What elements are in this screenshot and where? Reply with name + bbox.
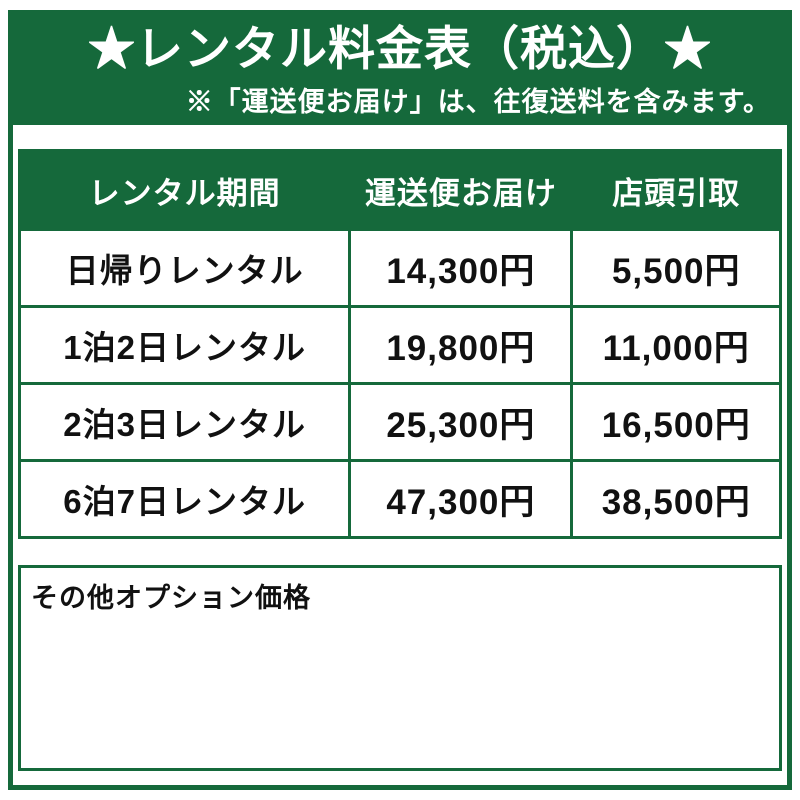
column-header-store-pickup: 店頭引取 [570,149,782,231]
table-header-row: レンタル期間 運送便お届け 店頭引取 [17,149,782,231]
table-row: 2泊3日レンタル 25,300円 16,500円 [17,382,782,462]
pickup-price-cell: 16,500円 [570,382,782,462]
options-section-title: その他オプション価格 [31,583,311,613]
table-row: 6泊7日レンタル 47,300円 38,500円 [17,459,782,539]
rental-period-cell: 日帰りレンタル [17,228,352,308]
options-section: その他オプション価格 [18,565,782,771]
table-row: 1泊2日レンタル 19,800円 11,000円 [17,305,782,385]
column-header-rental-period: レンタル期間 [17,149,352,231]
rental-period-cell: 2泊3日レンタル [17,382,352,462]
pickup-price-cell: 11,000円 [570,305,782,385]
price-sheet-container: ★レンタル料金表（税込）★ ※「運送便お届け」は、往復送料を含みます。 レンタル… [8,10,792,790]
table-row: 日帰りレンタル 14,300円 5,500円 [17,228,782,308]
delivery-price-cell: 19,800円 [348,305,574,385]
shipping-note: ※「運送便お届け」は、往復送料を含みます。 [185,86,771,117]
delivery-price-cell: 14,300円 [348,228,574,308]
column-header-delivery: 運送便お届け [348,149,574,231]
pickup-price-cell: 38,500円 [570,459,782,539]
pickup-price-cell: 5,500円 [570,228,782,308]
page-title: ★レンタル料金表（税込）★ [88,22,712,75]
rental-period-cell: 1泊2日レンタル [17,305,352,385]
rental-period-cell: 6泊7日レンタル [17,459,352,539]
header-banner: ★レンタル料金表（税込）★ ※「運送便お届け」は、往復送料を含みます。 [13,15,787,125]
delivery-price-cell: 47,300円 [348,459,574,539]
delivery-price-cell: 25,300円 [348,382,574,462]
price-table: レンタル期間 運送便お届け 店頭引取 日帰りレンタル 14,300円 5,500… [17,149,782,539]
